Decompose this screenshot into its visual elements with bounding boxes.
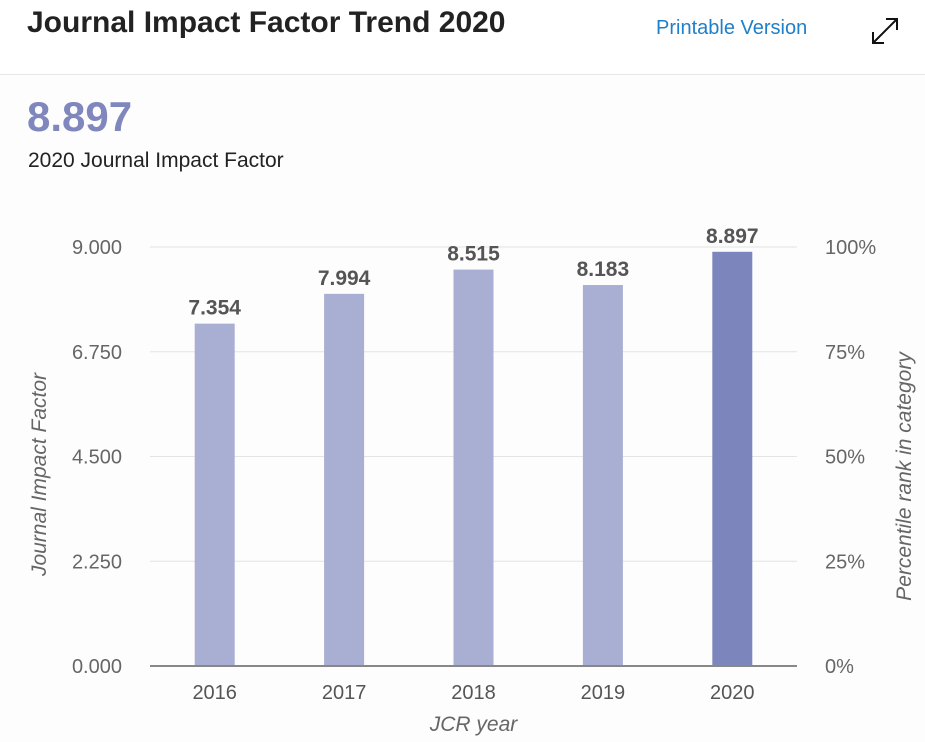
printable-version-link[interactable]: Printable Version	[656, 17, 808, 39]
x-tick-label: 2018	[451, 682, 496, 704]
y-tick-label: 4.500	[72, 447, 122, 469]
x-tick-label: 2019	[581, 682, 626, 704]
page-title: Journal Impact Factor Trend 2020	[27, 6, 506, 39]
x-axis-title: JCR year	[429, 713, 519, 736]
bar	[582, 285, 623, 666]
bar-value-label: 7.354	[188, 297, 241, 320]
bar-value-label: 7.994	[318, 267, 371, 290]
x-tick-label: 2017	[322, 682, 367, 704]
bar-value-label: 8.515	[447, 243, 500, 266]
y2-tick-label: 75%	[825, 342, 865, 364]
bar	[712, 251, 753, 666]
y-tick-label: 2.250	[72, 551, 122, 573]
y-tick-label: 9.000	[72, 237, 122, 259]
y2-tick-label: 50%	[825, 447, 865, 469]
y2-tick-label: 100%	[825, 237, 876, 259]
y-tick-label: 6.750	[72, 342, 122, 364]
bar-value-label: 8.897	[706, 225, 759, 248]
y-tick-label: 0.000	[72, 656, 122, 678]
y-axis-title: Journal Impact Factor	[28, 372, 51, 577]
bar	[453, 269, 494, 666]
bar-value-label: 8.183	[577, 258, 630, 281]
y2-tick-label: 25%	[825, 551, 865, 573]
impact-factor-label: 2020 Journal Impact Factor	[28, 149, 284, 172]
x-tick-label: 2016	[192, 682, 237, 704]
expand-arrows-icon[interactable]	[868, 14, 902, 48]
y2-axis-title: Percentile rank in category	[893, 351, 916, 601]
bar	[194, 323, 235, 666]
header-bar: Journal Impact Factor Trend 2020 Printab…	[0, 0, 925, 75]
y2-tick-label: 0%	[825, 656, 854, 678]
x-tick-label: 2020	[710, 682, 755, 704]
bar	[324, 293, 365, 666]
impact-factor-value: 8.897	[27, 93, 133, 140]
